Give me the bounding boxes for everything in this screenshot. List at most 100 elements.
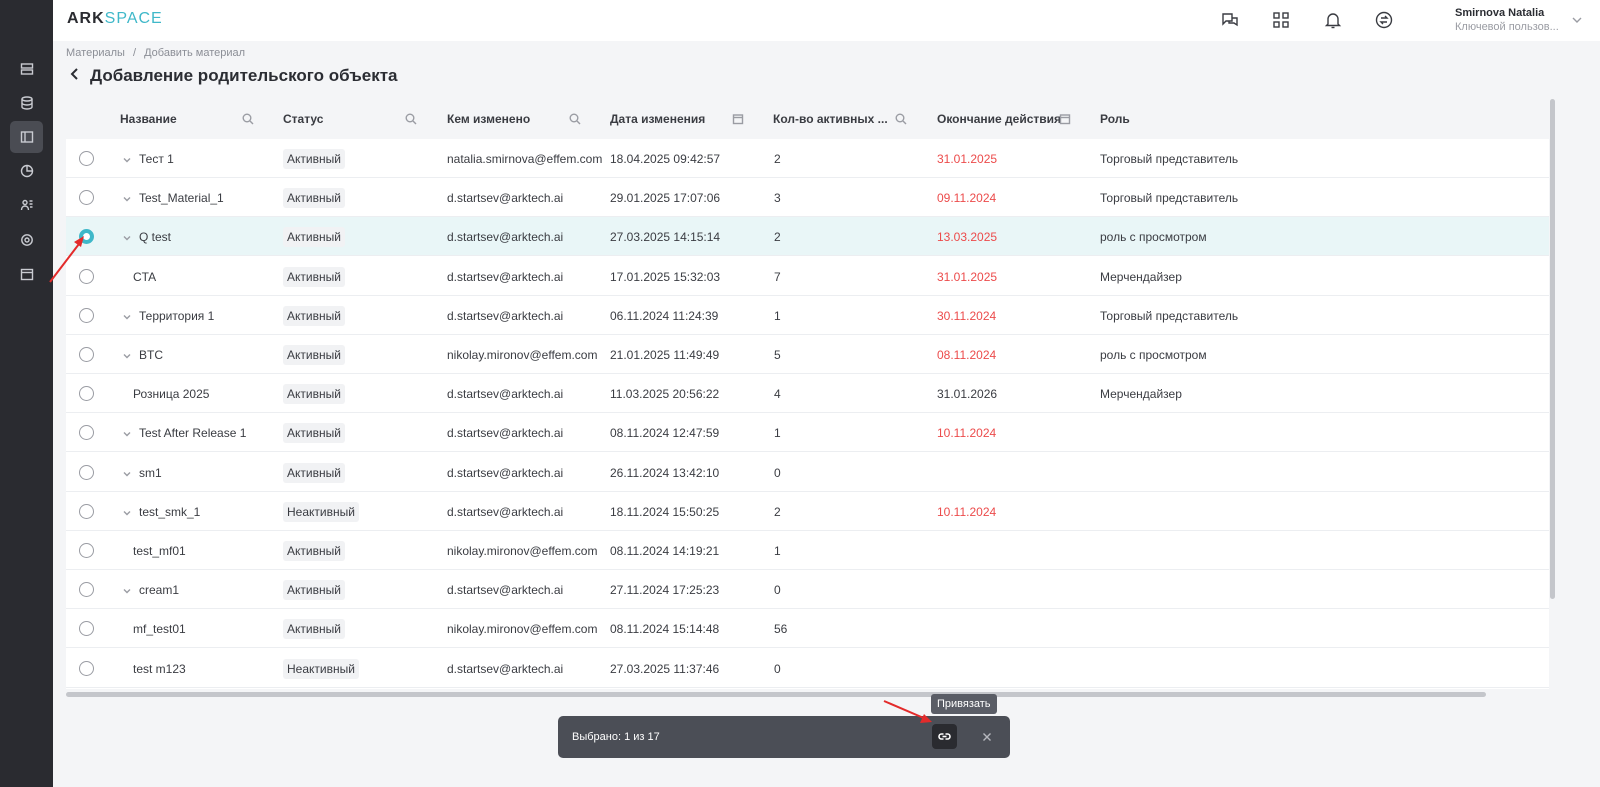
chevron-down-icon[interactable] (122, 466, 132, 477)
search-icon[interactable] (242, 112, 254, 125)
cell-role: Мерчендайзер (1100, 269, 1182, 284)
row-radio[interactable] (79, 425, 94, 441)
calendar-icon[interactable] (732, 112, 744, 125)
settings-icon[interactable] (10, 224, 43, 256)
cell-changed-by: nikolay.mironov@effem.com (447, 544, 598, 558)
cell-name: sm1 (139, 465, 162, 480)
link-button[interactable] (932, 724, 957, 749)
row-radio[interactable] (79, 268, 94, 284)
cell-changed-at: 18.11.2024 15:50:25 (610, 504, 720, 519)
calendar-icon[interactable] (10, 258, 43, 290)
chevron-down-icon[interactable] (1571, 13, 1583, 25)
cell-name: CTA (133, 269, 157, 284)
chevron-down-icon[interactable] (122, 348, 132, 359)
bell-icon[interactable] (1323, 10, 1343, 30)
database-icon[interactable] (10, 87, 43, 119)
user-name[interactable]: Smirnova Natalia (1455, 7, 1545, 19)
table-row[interactable]: CTA Активный d.startsev@arktech.ai 17.01.20… (66, 257, 1549, 296)
list-icon[interactable] (10, 53, 43, 85)
cell-end-date: 10.11.2024 (937, 504, 997, 519)
chevron-down-icon[interactable] (122, 426, 132, 437)
logo[interactable]: ARKSPACE (67, 10, 163, 27)
table-row[interactable]: Розница 2025 Активный d.startsev@arktech.a… (66, 374, 1549, 414)
cell-name: Тест 1 (139, 152, 174, 166)
table-row[interactable]: sm1 Активный d.startsev@arktech.ai 26.11.20… (66, 453, 1549, 492)
close-icon[interactable] (980, 730, 994, 744)
cell-changed-by: d.startsev@arktech.ai (447, 308, 564, 323)
table-row[interactable]: test m123 Неактивный d.startsev@arktech.ai… (66, 649, 1549, 688)
table-row[interactable]: cream1 Активный d.startsev@arktech.ai 27.11… (66, 570, 1549, 610)
cell-active-count: 1 (774, 544, 781, 558)
row-radio[interactable] (79, 190, 94, 206)
cell-changed-by: natalia.smirnova@effem.com (447, 152, 603, 166)
cell-name: Территория 1 (139, 308, 215, 323)
chevron-down-icon[interactable] (122, 583, 132, 594)
table-row[interactable]: Q test Активный d.startsev@arktech.ai 27.03… (66, 217, 1549, 257)
column-header-end-date[interactable]: Окончание действия (937, 112, 1062, 126)
table-row[interactable]: test_mf01 Активный nikolay.mironov@effem.c… (66, 531, 1549, 570)
breadcrumb-add-material[interactable]: Добавить материал (144, 47, 246, 59)
cell-changed-by: d.startsev@arktech.ai (447, 269, 564, 284)
vertical-scrollbar[interactable] (1550, 99, 1555, 599)
sync-icon[interactable] (1374, 10, 1394, 30)
selected-count: Выбрано: 1 из 17 (572, 731, 660, 743)
chevron-down-icon[interactable] (122, 191, 132, 202)
materials-icon[interactable] (10, 121, 43, 153)
table-row[interactable]: test_smk_1 Неактивный d.startsev@arktech.a… (66, 492, 1549, 531)
table-row[interactable]: BTC Активный nikolay.mironov@effem.com 21.0… (66, 335, 1549, 374)
row-radio[interactable] (79, 543, 94, 558)
search-icon[interactable] (569, 112, 581, 125)
apps-grid-icon[interactable] (1271, 10, 1291, 30)
cell-name: test_smk_1 (139, 504, 201, 519)
row-radio[interactable] (79, 464, 94, 480)
row-radio[interactable] (79, 660, 94, 676)
search-icon[interactable] (895, 112, 907, 125)
row-radio[interactable] (79, 151, 94, 166)
row-radio[interactable] (79, 621, 94, 637)
table-row[interactable]: Тест 1 Активный natalia.smirnova@effem.com… (66, 139, 1549, 178)
cell-changed-at: 06.11.2024 11:24:39 (610, 308, 719, 323)
column-header-status[interactable]: Статус (283, 112, 324, 126)
chevron-down-icon[interactable] (122, 152, 132, 163)
chart-icon[interactable] (10, 155, 43, 187)
cell-end-date: 08.11.2024 (937, 348, 997, 362)
users-icon[interactable] (10, 189, 43, 221)
row-radio[interactable] (79, 347, 94, 362)
cell-role: роль с просмотром (1100, 348, 1207, 362)
cell-changed-by: d.startsev@arktech.ai (447, 504, 564, 519)
chevron-down-icon[interactable] (122, 309, 132, 320)
column-header-active-count[interactable]: Кол-во активных ... (773, 112, 888, 126)
cell-active-count: 4 (774, 387, 781, 402)
column-header-role[interactable]: Роль (1100, 112, 1130, 126)
column-header-name[interactable]: Название (120, 112, 177, 126)
table-row[interactable]: Территория 1 Активный d.startsev@arktech.a… (66, 296, 1549, 335)
table-row[interactable]: Test After Release 1 Активный d.startsev@a… (66, 413, 1549, 453)
row-radio[interactable] (79, 582, 94, 598)
row-radio[interactable] (79, 307, 94, 323)
calendar-icon[interactable] (1059, 112, 1071, 125)
breadcrumb: Материалы / Добавить материал (66, 47, 250, 59)
table-row[interactable]: mf_test01 Активный nikolay.mironov@effem.c… (66, 609, 1549, 649)
back-arrow-icon[interactable] (68, 67, 82, 86)
row-radio[interactable] (79, 503, 94, 519)
cell-name: test m123 (133, 661, 186, 676)
cell-end-date: 31.01.2026 (937, 387, 998, 402)
chevron-down-icon[interactable] (122, 230, 132, 241)
column-header-changed-at[interactable]: Дата изменения (610, 112, 706, 126)
cell-changed-by: nikolay.mironov@effem.com (447, 348, 598, 362)
breadcrumb-materials[interactable]: Материалы (66, 47, 125, 59)
row-radio[interactable] (79, 386, 94, 402)
status-badge: Неактивный (283, 658, 359, 679)
cell-changed-at: 26.11.2024 13:42:10 (610, 465, 720, 480)
horizontal-scrollbar[interactable] (66, 692, 1486, 697)
column-header-changed-by[interactable]: Кем изменено (447, 112, 531, 126)
chevron-down-icon[interactable] (122, 505, 132, 516)
cell-changed-by: d.startsev@arktech.ai (447, 661, 564, 676)
cell-active-count: 0 (774, 465, 781, 480)
search-icon[interactable] (405, 112, 417, 125)
cell-end-date: 10.11.2024 (937, 426, 997, 441)
help-chat-icon[interactable] (1220, 10, 1240, 30)
cell-end-date: 09.11.2024 (937, 191, 997, 206)
cell-end-date: 31.01.2025 (937, 269, 998, 284)
table-row[interactable]: Test_Material_1 Активный d.startsev@arktec… (66, 178, 1549, 218)
